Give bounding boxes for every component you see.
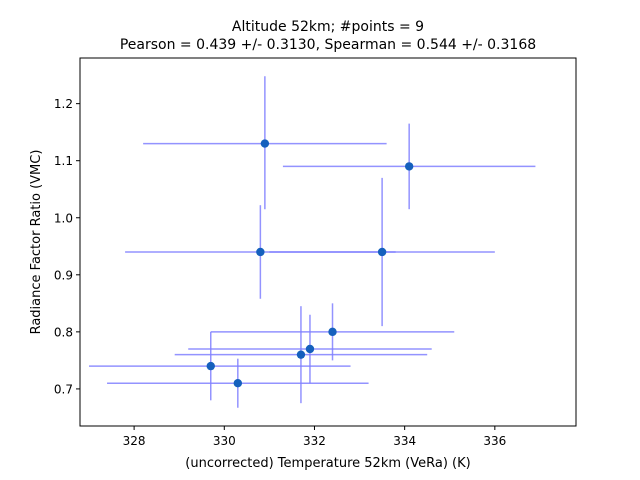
data-point-6 [296,350,306,359]
y-tick-label-4: 1.1 [54,154,73,168]
data-point-4 [328,327,337,337]
y-tick-label-1: 0.8 [54,325,73,339]
chart-title-line1: Altitude 52km; #points = 9 [232,19,424,35]
data-point-5 [305,344,315,354]
x-tick-label-3: 334 [393,434,416,448]
y-axis-ticks: 0.7 0.8 0.9 1.0 1.1 1.2 [54,97,80,396]
data-point-1 [404,162,414,171]
y-tick-label-0: 0.7 [54,382,73,396]
y-axis-label: Radiance Factor Ratio (VMC) [29,150,44,335]
markers-group [206,139,414,388]
data-point-8 [233,379,243,388]
data-point-0 [260,139,270,148]
y-tick-label-2: 0.9 [54,268,73,282]
x-axis-ticks: 328 330 332 334 336 [123,426,506,448]
x-axis-label: (uncorrected) Temperature 52km (VeRa) (K… [185,456,470,471]
errorbars-group [89,76,536,408]
x-tick-label-2: 332 [303,434,326,448]
y-tick-label-3: 1.0 [54,211,73,225]
data-point-3 [377,247,387,257]
x-tick-label-0: 328 [123,434,146,448]
plot-frame [79,57,577,427]
data-point-2 [256,247,265,257]
y-tick-label-5: 1.2 [54,97,73,111]
x-tick-label-4: 336 [483,434,506,448]
x-tick-label-1: 330 [213,434,236,448]
data-point-7 [206,361,215,371]
chart-title-line2: Pearson = 0.439 +/- 0.3130, Spearman = 0… [120,37,536,53]
